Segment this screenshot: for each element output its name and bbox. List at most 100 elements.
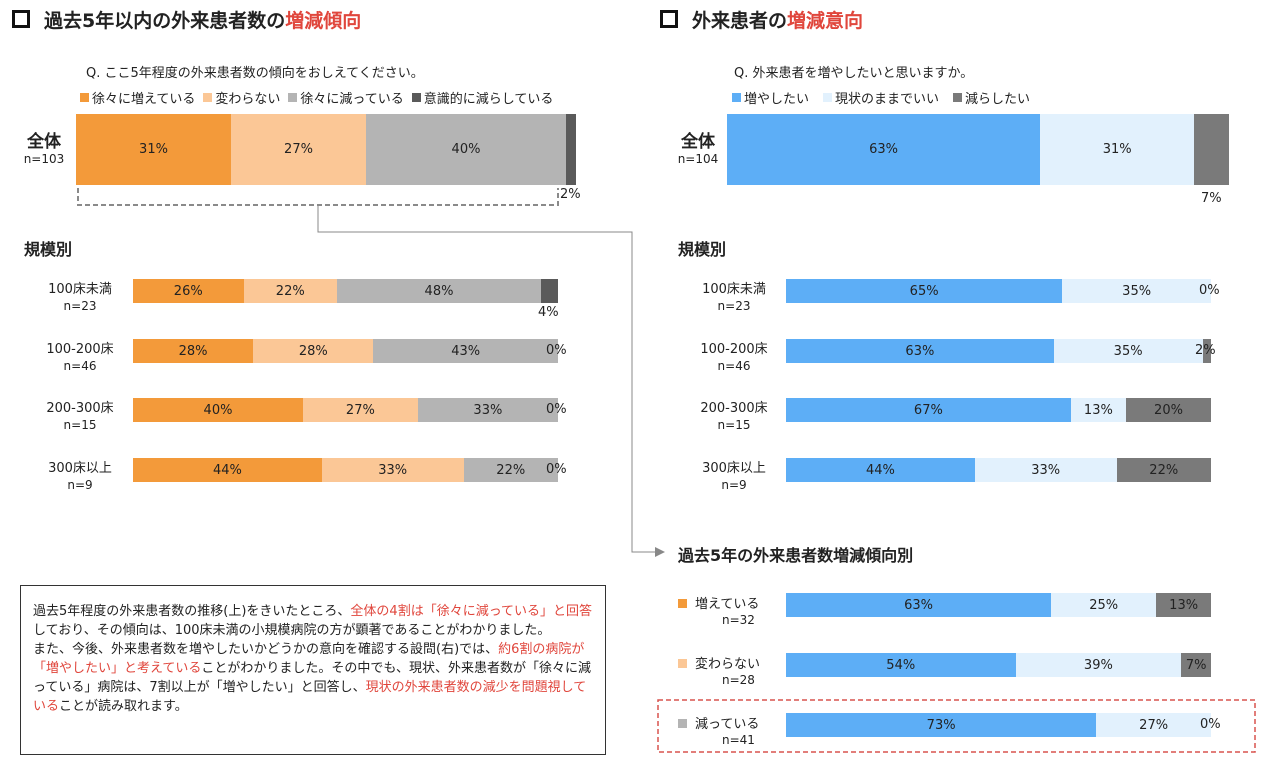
bar-value-label: 31%	[1102, 142, 1132, 157]
row-label: 100-200床 n=46	[30, 341, 130, 375]
summary-paragraph-2: また、今後、外来患者数を増やしたいかどうかの意向を確認する設問(右)では、約6割…	[33, 640, 593, 716]
stacked-bar: 63% 35% 2%	[786, 339, 1216, 363]
bar-segment: 31%	[1040, 114, 1195, 185]
row-n: n=9	[721, 478, 747, 492]
stacked-bar: 73% 27% 0%	[786, 713, 1221, 737]
bar-value-label: 35%	[1113, 343, 1143, 359]
total-n: n=104	[677, 152, 719, 166]
right-title-highlight: 増減意向	[787, 10, 864, 32]
right-title-main: 外来患者の	[692, 10, 788, 32]
stacked-bar: 63% 25% 13%	[786, 593, 1211, 617]
bar-value-label: 27%	[345, 402, 375, 418]
bar-segment	[566, 114, 576, 185]
stacked-bar: 65% 35% 0%	[786, 279, 1220, 303]
legend-label: 変わらない	[215, 92, 281, 107]
bar-segment: 22%	[1116, 458, 1211, 482]
bar-value-label: 43%	[451, 343, 481, 359]
bar-segment: 63%	[786, 593, 1052, 617]
row-n: n=46	[717, 359, 751, 373]
row-category: 300床以上	[48, 461, 112, 476]
right-trend-title: 過去5年の外来患者数増減傾向別	[678, 546, 914, 565]
left-section-title: 過去5年以内の外来患者数の増減傾向	[12, 6, 361, 33]
bar-value-label: 0%	[546, 402, 567, 417]
legend-label: 現状のままでいい	[835, 92, 940, 107]
legend-label: 徐々に増えている	[92, 92, 196, 107]
trend-swatch	[678, 719, 687, 728]
bar-value-label: 40%	[451, 142, 481, 157]
bar-value-label: 63%	[869, 142, 899, 157]
bar-value-label: 33%	[1031, 462, 1061, 478]
row-category: 300床以上	[702, 461, 766, 476]
square-bullet-icon	[660, 10, 678, 28]
summary-text: また、今後、外来患者数を増やしたいかどうかの意向を確認する設問(右)では、	[33, 642, 499, 657]
square-bullet-icon	[12, 10, 30, 28]
legend-swatch	[823, 93, 833, 102]
bar-value-label: 20%	[1154, 402, 1183, 418]
bar-value-label: 0%	[546, 462, 567, 477]
bar-segment: 33%	[417, 398, 558, 422]
bar-segment: 28%	[133, 339, 254, 363]
row-n: n=41	[722, 733, 755, 747]
bar-segment: 20%	[1126, 398, 1211, 422]
bar-value-label: 39%	[1083, 657, 1113, 673]
bar-value-label: 22%	[1149, 462, 1179, 478]
bar-segment: 27%	[1096, 713, 1211, 737]
bar-value-label: 13%	[1169, 597, 1199, 613]
bar-value-label: 65%	[909, 283, 939, 299]
bar-value-label: 7%	[1185, 657, 1207, 673]
right-total-bar: 63% 31% 7%	[727, 114, 1229, 206]
bar-segment: 27%	[231, 114, 366, 185]
row-category: 100床未満	[48, 282, 112, 297]
summary-text: ことがわかりました。その中でも、現状、外来患者数が「徐々に減っている」病院は、7…	[33, 661, 591, 695]
bar-segment: 35%	[1062, 279, 1211, 303]
stacked-bar: 54% 39% 7%	[786, 653, 1211, 677]
row-label: 100床未満 n=23	[30, 281, 130, 315]
bar-segment: 33%	[321, 458, 464, 482]
bar-value-label: 63%	[905, 343, 935, 359]
stacked-bar: 44% 33% 22%	[786, 458, 1211, 482]
right-section-title: 外来患者の増減意向	[660, 6, 863, 33]
bar-value-label: 13%	[1083, 402, 1113, 418]
bar-segment: 48%	[337, 279, 541, 303]
row-n: n=15	[63, 418, 97, 432]
summary-box: 過去5年程度の外来患者数の推移(上)をきいたところ、全体の4割は「徐々に減ってい…	[20, 585, 606, 755]
legend-item-intentional-decrease: 意識的に減らしている	[411, 88, 553, 107]
legend-item-increasing: 徐々に増えている	[80, 88, 195, 107]
connector-line	[317, 205, 655, 553]
legend-swatch	[953, 93, 963, 102]
bar-value-label: 7%	[1201, 191, 1222, 206]
right-scale-title: 規模別	[678, 240, 727, 259]
trend-swatch	[678, 599, 687, 608]
left-total-label: 全体 n=103	[14, 132, 74, 166]
bar-segment: 7%	[1181, 653, 1211, 677]
row-category: 100-200床	[46, 342, 114, 357]
bar-segment: 28%	[253, 339, 374, 363]
bar-value-label: 0%	[1200, 717, 1221, 732]
bar-value-label: 35%	[1122, 283, 1152, 299]
total-label-text: 全体	[681, 132, 715, 152]
bar-segment: 27%	[303, 398, 418, 422]
bar-value-label: 33%	[473, 402, 503, 418]
bar-segment: 44%	[786, 458, 975, 482]
bar-segment: 44%	[133, 458, 322, 482]
stacked-bar: 28% 28% 43% 0%	[133, 339, 567, 363]
row-n: n=46	[63, 359, 97, 373]
legend-item-want-decrease: 減らしたい	[953, 88, 1030, 107]
stacked-bar: 44% 33% 22% 0%	[133, 458, 567, 482]
bar-value-label: 33%	[378, 462, 408, 478]
legend-swatch	[203, 93, 213, 102]
bar-value-label: 0%	[1199, 283, 1220, 298]
row-label: 300床以上 n=9	[684, 460, 784, 494]
bar-value-label: 28%	[298, 343, 328, 359]
bar-value-label: 63%	[904, 597, 933, 613]
row-n: n=32	[722, 613, 755, 627]
bar-segment: 63%	[786, 339, 1054, 363]
row-n: n=23	[717, 299, 751, 313]
trend-row-label: 変わらない n=28	[678, 656, 760, 687]
bar-segment: 13%	[1156, 593, 1211, 617]
right-question: Q. 外来患者を増やしたいと思いますか。	[734, 66, 974, 81]
bar-value-label: 22%	[496, 462, 526, 478]
legend-swatch	[288, 93, 298, 102]
bar-segment: 22%	[463, 458, 558, 482]
